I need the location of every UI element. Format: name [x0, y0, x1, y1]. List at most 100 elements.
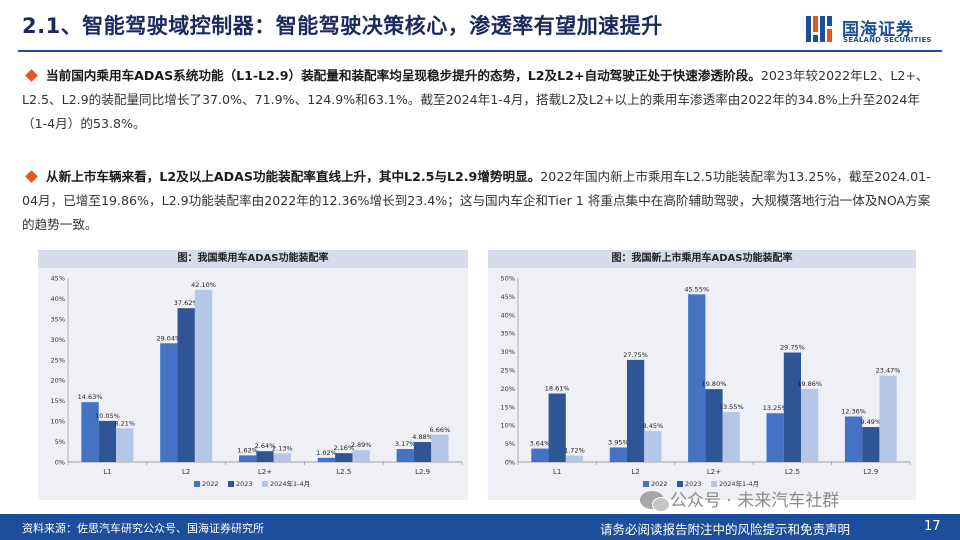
y-tick-label: 45%: [501, 293, 515, 301]
bar-2024年1-4月: [352, 450, 370, 462]
disclaimer: 请务必阅读报告附注中的风险提示和免责声明: [600, 522, 851, 537]
bar-2022: [160, 343, 178, 462]
x-tick-label: L1: [103, 468, 111, 476]
chart-1-passenger-car-adas: 0% 5% 10% 15% 20% 25% 30% 35% 40% 45% 14.63% 10.05%…: [51, 275, 463, 488]
header-divider: [18, 50, 942, 52]
bar-value-label: 45.55%: [684, 285, 709, 293]
bar-2024年1-4月: [273, 453, 292, 462]
y-tick-label: 10%: [501, 422, 515, 430]
bar-value-label: 42.10%: [191, 281, 216, 289]
bar-2023: [256, 451, 274, 462]
paragraph-adas-installation: 当前国内乘用车ADAS系统功能（L1-L2.9）装配量和装配率均呈现稳步提升的态…: [22, 64, 942, 136]
bar-2023: [862, 427, 880, 462]
y-tick-label: 5%: [505, 440, 515, 448]
legend-label: 2023: [236, 480, 253, 488]
legend-label: 2024年1-4月: [270, 479, 310, 488]
bar-2024年1-4月: [722, 412, 740, 462]
header: 2.1、智能驾驶域控制器：智能驾驶决策核心，渗透率有望加速提升 国海证券 SEA…: [0, 0, 960, 52]
bar-2022: [844, 416, 863, 462]
legend-label: 2024年1-4月: [719, 479, 759, 488]
source-note: 资料来源：佐思汽车研究公众号、国海证券研究所: [22, 522, 264, 535]
legend-label: 2023: [685, 480, 702, 488]
bar-value-label: 2.64%: [255, 442, 276, 450]
bar-2022: [766, 413, 784, 462]
x-tick-label: L2.5: [785, 468, 800, 476]
bar-2024年1-4月: [801, 388, 819, 462]
bar-value-label: 29.75%: [780, 344, 805, 352]
chart-panel-passenger-car: 图：我国乘用车ADAS功能装配率 0% 5% 10% 15% 20% 25% 30% 35% 4…: [38, 250, 468, 500]
legend-swatch: [262, 481, 268, 487]
bar-2023: [705, 389, 723, 462]
y-tick-label: 40%: [51, 295, 65, 303]
footer: 资料来源：佐思汽车研究公众号、国海证券研究所 请务必阅读报告附注中的风险提示和免…: [0, 514, 960, 540]
bar-value-label: 3.17%: [395, 440, 416, 448]
bar-2023: [177, 308, 195, 462]
bar-2022: [609, 447, 627, 462]
chart-2-new-car-adas: 0% 5% 10% 15% 20% 25% 30% 35% 40% 45% 50% 3.64% 18.6…: [501, 275, 911, 488]
legend-label: 2022: [202, 480, 219, 488]
legend-swatch: [643, 481, 649, 487]
legend-label: 2022: [651, 480, 668, 488]
y-tick-label: 10%: [51, 418, 65, 426]
bar-value-label: 1.72%: [564, 447, 585, 455]
bar-value-label: 9.49%: [860, 418, 881, 426]
chart-1-title: 图：我国乘用车ADAS功能装配率: [38, 250, 468, 268]
bar-value-label: 37.62%: [174, 299, 199, 307]
bar-2022: [317, 457, 336, 462]
bar-value-label: 6.66%: [430, 426, 451, 434]
bar-2022: [531, 448, 549, 462]
bar-2023: [626, 359, 645, 462]
x-tick-label: L1: [553, 468, 561, 476]
legend-swatch: [711, 481, 717, 487]
logo-chinese-name: 国海证券: [842, 20, 914, 40]
paragraph-2-text: 2022年国内新上市乘用车L2.5功能装配率为13.25%，截至2024.01-…: [22, 169, 931, 232]
y-tick-label: 15%: [501, 403, 515, 411]
bar-value-label: 23.47%: [876, 367, 901, 375]
bar-value-label: 14.63%: [78, 393, 103, 401]
watermark-text: 公众号 · 未来汽车社群: [670, 491, 840, 511]
y-tick-label: 20%: [501, 385, 515, 393]
bar-2022: [396, 449, 414, 462]
page-number: 17: [924, 519, 941, 534]
brand-logo: 国海证券 SEALAND SECURITIES: [806, 14, 946, 48]
bar-value-label: 1.62%: [237, 446, 258, 454]
wechat-icon: [640, 491, 670, 512]
x-tick-label: L2+: [707, 468, 721, 476]
y-tick-label: 25%: [51, 356, 65, 364]
y-tick-label: 0%: [505, 459, 515, 467]
y-tick-label: 20%: [51, 377, 65, 385]
bar-2023: [335, 453, 353, 462]
y-tick-label: 35%: [51, 315, 65, 323]
bar-value-label: 29.04%: [156, 334, 181, 342]
paragraph-1-text: 2023年较2022年L2、L2+、L2.5、L2.9的装配量同比增长了37.0…: [22, 68, 929, 131]
bar-2024年1-4月: [431, 434, 449, 462]
legend-swatch: [228, 481, 234, 487]
logo-english-name: SEALAND SECURITIES: [843, 36, 932, 44]
bar-2023: [783, 352, 802, 462]
bar-value-label: 3.95%: [608, 438, 629, 446]
y-tick-label: 15%: [51, 397, 65, 405]
y-tick-label: 40%: [501, 311, 515, 319]
bar-value-label: 19.86%: [797, 380, 822, 388]
x-tick-label: L2.9: [415, 468, 430, 476]
y-tick-label: 25%: [501, 367, 515, 375]
bar-value-label: 18.61%: [545, 385, 570, 393]
legend-swatch: [194, 481, 200, 487]
bar-value-label: 1.02%: [316, 449, 337, 457]
y-tick-label: 0%: [55, 459, 65, 467]
page-title: 2.1、智能驾驶域控制器：智能驾驶决策核心，渗透率有望加速提升: [22, 14, 663, 38]
y-tick-label: 5%: [55, 438, 65, 446]
bar-value-label: 27.75%: [623, 351, 648, 359]
bar-2024年1-4月: [194, 289, 213, 462]
bar-2023: [98, 420, 117, 462]
sealand-logo-icon: [806, 16, 832, 42]
bar-2023: [548, 393, 566, 462]
bar-value-label: 2.89%: [351, 441, 372, 449]
chart-2-title: 图：我国新上市乘用车ADAS功能装配率: [488, 250, 916, 268]
bar-value-label: 10.05%: [95, 412, 120, 420]
bar-value-label: 12.36%: [841, 408, 866, 416]
x-tick-label: L2+: [258, 468, 272, 476]
paragraph-2-bold: 从新上市车辆来看，L2及以上ADAS功能装配率直线上升，其中L2.5与L2.9增…: [46, 169, 541, 184]
bar-2022: [238, 455, 257, 462]
bar-2024年1-4月: [879, 375, 897, 462]
